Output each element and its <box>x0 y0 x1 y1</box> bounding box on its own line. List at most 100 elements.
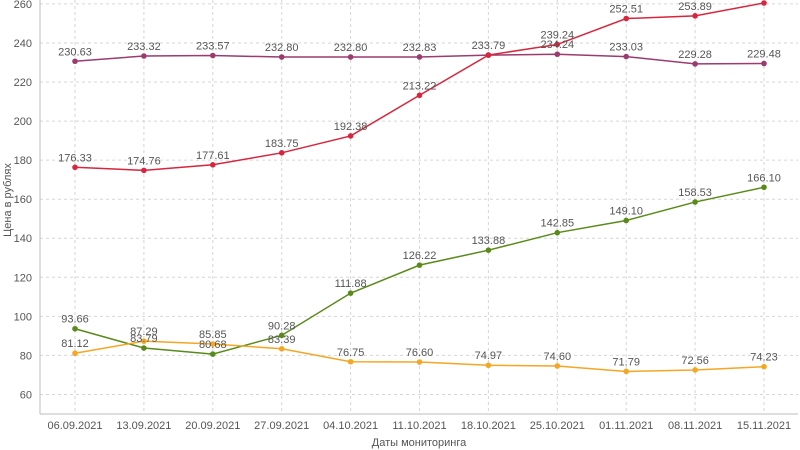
data-point[interactable] <box>623 15 629 22</box>
data-point[interactable] <box>278 54 285 60</box>
data-point[interactable] <box>416 54 423 60</box>
data-point[interactable] <box>72 325 78 332</box>
x-tick-label: 25.10.2021 <box>530 420 585 432</box>
data-point[interactable] <box>141 345 147 351</box>
y-tick-label: 220 <box>14 77 32 89</box>
data-point[interactable] <box>623 368 629 375</box>
x-tick-label: 04.10.2021 <box>323 420 378 432</box>
data-label: 74.97 <box>475 350 503 362</box>
y-tick-label: 240 <box>14 38 32 50</box>
data-label: 229.48 <box>747 49 781 61</box>
data-point[interactable] <box>554 41 561 48</box>
data-point[interactable] <box>141 53 147 59</box>
x-tick-label: 27.09.2021 <box>254 420 309 432</box>
data-label: 174.76 <box>127 155 161 167</box>
data-label: 213.22 <box>403 80 437 92</box>
data-label: 90.28 <box>268 320 296 332</box>
data-point[interactable] <box>623 217 629 224</box>
data-point[interactable] <box>347 54 354 60</box>
data-label: 166.10 <box>747 172 781 184</box>
series-layer <box>72 0 767 375</box>
data-label: 76.60 <box>406 347 434 359</box>
data-point[interactable] <box>210 341 216 347</box>
y-tick-label: 120 <box>14 272 32 284</box>
x-tick-label: 20.09.2021 <box>185 420 240 432</box>
data-label: 177.61 <box>196 150 230 162</box>
data-point[interactable] <box>210 52 216 59</box>
data-point[interactable] <box>692 13 698 19</box>
data-point[interactable] <box>210 161 216 168</box>
data-label: 81.12 <box>61 338 89 350</box>
y-axis-title: Цена в рублях <box>2 163 14 237</box>
data-point[interactable] <box>141 167 147 174</box>
data-point[interactable] <box>554 363 561 369</box>
data-point[interactable] <box>72 350 78 357</box>
y-tick-label: 100 <box>14 311 32 323</box>
x-tick-label: 06.09.2021 <box>47 420 102 432</box>
data-label: 80.68 <box>199 339 227 351</box>
data-point[interactable] <box>692 367 698 373</box>
data-label: 232.80 <box>265 42 299 54</box>
data-label: 192.38 <box>334 121 368 133</box>
axis-layer: 60 80 100 120 140 160 180 200 220 240 260 06.09.202… <box>14 0 798 432</box>
data-point[interactable] <box>623 53 629 60</box>
data-label-layer: 230.63 233.32 233.57 232.80 232.80 232.83 233.… <box>58 1 781 369</box>
data-label: 252.51 <box>609 4 643 16</box>
data-point[interactable] <box>72 164 78 171</box>
data-label: 87.29 <box>130 326 158 338</box>
data-label: 233.57 <box>196 41 230 53</box>
data-label: 176.33 <box>58 152 92 164</box>
data-label: 158.53 <box>678 187 712 199</box>
data-point[interactable] <box>554 229 561 236</box>
data-label: 93.66 <box>61 314 89 326</box>
data-label: 149.10 <box>609 205 643 217</box>
data-label: 233.79 <box>472 40 506 52</box>
data-point[interactable] <box>761 363 767 370</box>
data-point[interactable] <box>347 358 354 365</box>
data-point[interactable] <box>416 262 423 268</box>
data-point[interactable] <box>416 359 423 365</box>
data-label: 234.24 <box>540 39 574 51</box>
data-label: 233.32 <box>127 41 161 53</box>
data-label: 230.63 <box>58 46 92 58</box>
y-tick-label: 160 <box>14 194 32 206</box>
data-point[interactable] <box>761 184 767 191</box>
data-point[interactable] <box>278 332 285 339</box>
x-tick-label: 08.11.2021 <box>668 420 722 432</box>
data-label: 232.83 <box>403 42 437 54</box>
data-point[interactable] <box>72 58 78 65</box>
data-label: 229.28 <box>678 49 712 61</box>
data-label: 74.60 <box>544 351 572 363</box>
data-label: 233.03 <box>609 42 643 54</box>
data-point[interactable] <box>278 345 285 352</box>
data-point[interactable] <box>761 60 767 67</box>
data-label: 85.85 <box>199 329 227 341</box>
data-point[interactable] <box>485 52 492 58</box>
x-tick-label: 01.11.2021 <box>599 420 653 432</box>
data-label: 133.88 <box>472 235 506 247</box>
data-label: 232.80 <box>334 42 368 54</box>
x-axis-title: Даты мониторинга <box>372 437 467 449</box>
data-point[interactable] <box>416 92 423 99</box>
data-point[interactable] <box>692 61 698 67</box>
data-point[interactable] <box>278 150 285 156</box>
x-tick-label: 13.09.2021 <box>116 420 171 432</box>
data-point[interactable] <box>761 0 767 6</box>
data-point[interactable] <box>141 338 147 344</box>
data-point[interactable] <box>210 351 216 357</box>
y-tick-label: 140 <box>14 233 32 245</box>
data-label: 83.79 <box>130 333 158 345</box>
y-tick-label: 200 <box>14 116 32 128</box>
data-label: 71.79 <box>612 356 640 368</box>
data-label: 72.56 <box>681 355 709 367</box>
data-label: 142.85 <box>540 218 574 230</box>
data-point[interactable] <box>554 51 561 58</box>
data-point[interactable] <box>347 290 354 296</box>
data-point[interactable] <box>485 247 492 253</box>
data-point[interactable] <box>485 362 492 369</box>
data-point[interactable] <box>692 199 698 205</box>
data-label: 111.88 <box>335 278 367 290</box>
data-point[interactable] <box>347 133 354 139</box>
